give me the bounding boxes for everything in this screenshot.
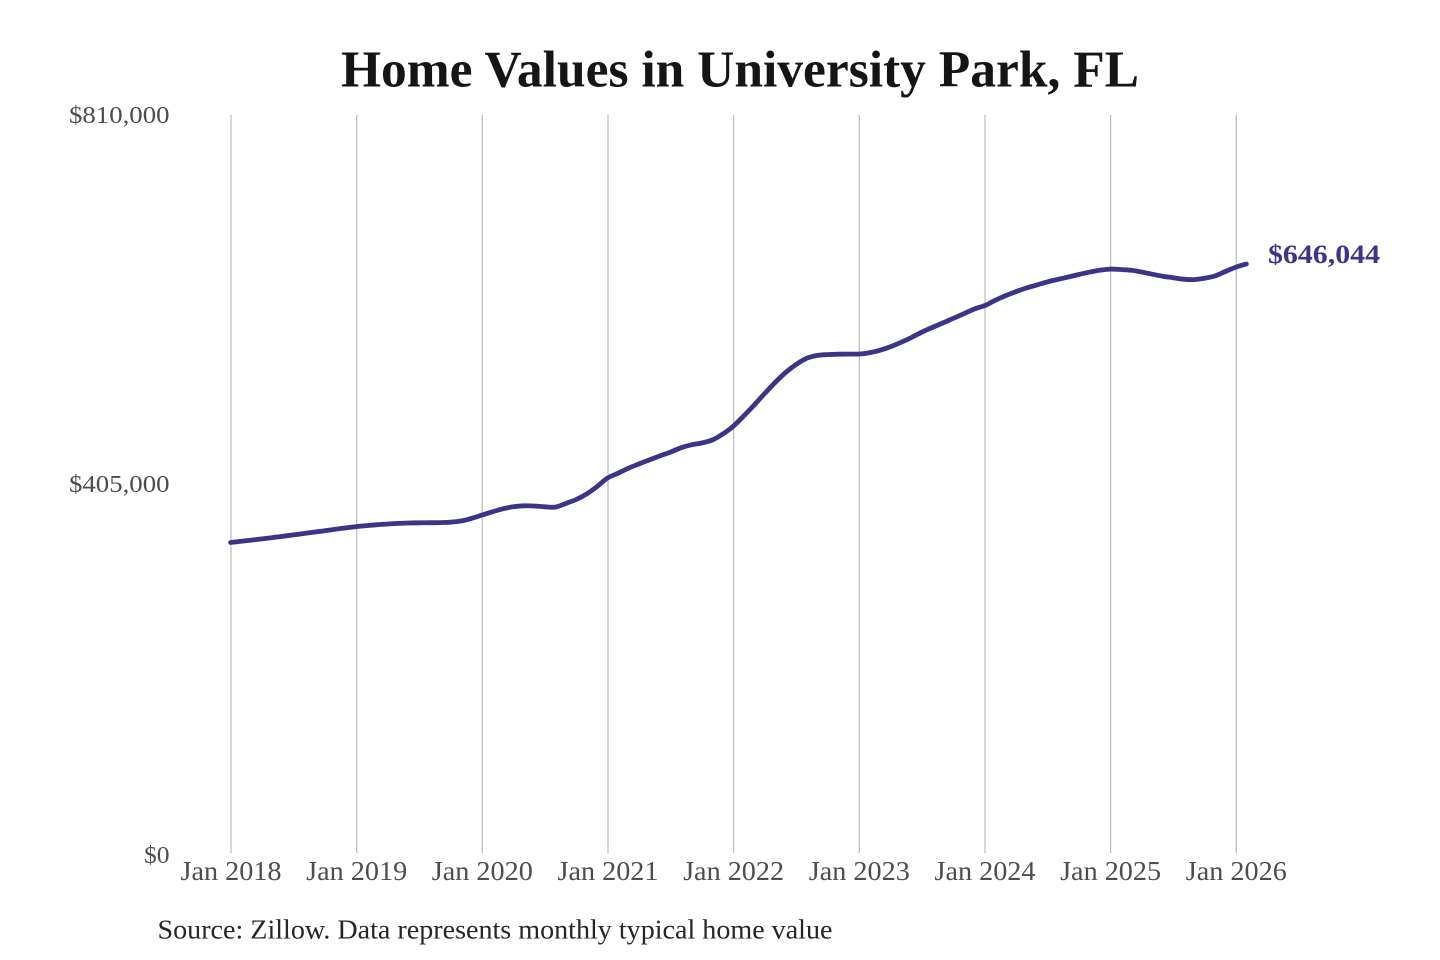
svg-text:Jan 2019: Jan 2019 xyxy=(306,856,407,886)
svg-text:$810,000: $810,000 xyxy=(69,102,170,129)
svg-text:Jan 2025: Jan 2025 xyxy=(1060,856,1161,886)
svg-text:$0: $0 xyxy=(144,842,170,869)
svg-text:Home Values in University Park: Home Values in University Park, FL xyxy=(341,42,1139,99)
svg-text:Jan 2024: Jan 2024 xyxy=(935,856,1037,886)
svg-text:Jan 2018: Jan 2018 xyxy=(181,856,282,886)
svg-text:Jan 2021: Jan 2021 xyxy=(558,856,659,886)
svg-text:Source: Zillow. Data represent: Source: Zillow. Data represents monthly … xyxy=(158,914,833,944)
svg-text:Jan 2022: Jan 2022 xyxy=(683,856,784,886)
svg-text:Jan 2023: Jan 2023 xyxy=(809,856,910,886)
svg-text:Jan 2020: Jan 2020 xyxy=(432,856,533,886)
svg-text:$646,044: $646,044 xyxy=(1268,239,1380,269)
svg-text:Jan 2026: Jan 2026 xyxy=(1186,856,1287,886)
svg-text:$405,000: $405,000 xyxy=(69,471,170,498)
